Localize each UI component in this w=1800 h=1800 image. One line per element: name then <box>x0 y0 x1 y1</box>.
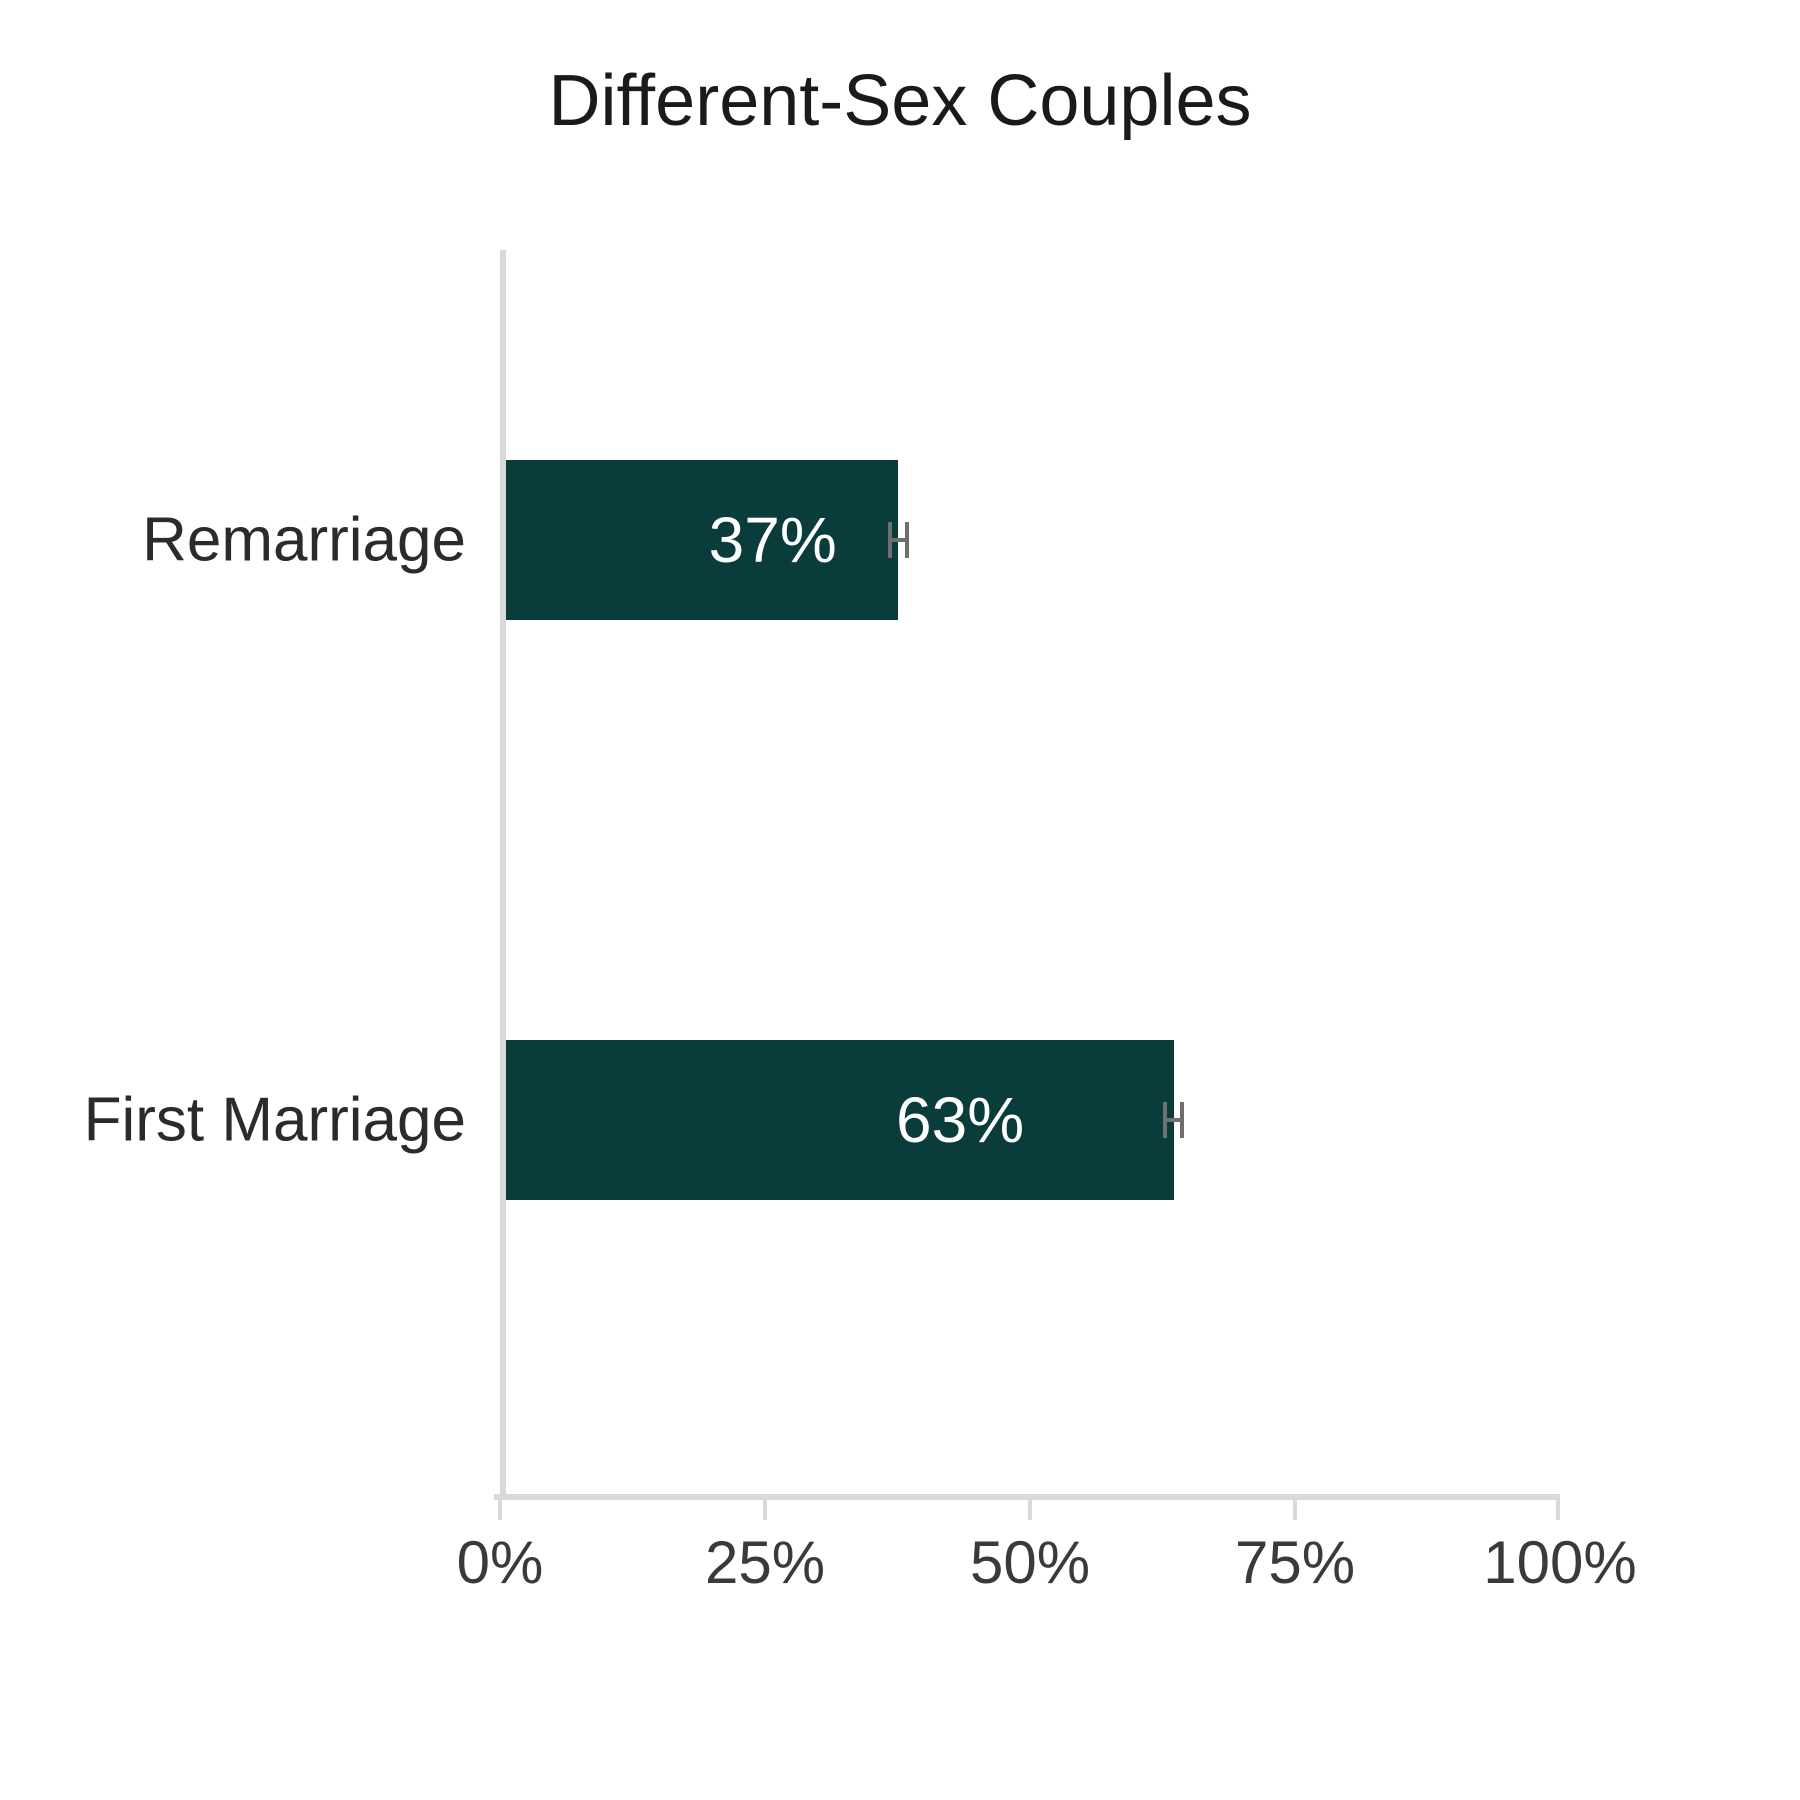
bar-remarriage: 37% <box>506 460 898 620</box>
chart-container: Different-Sex Couples 0% 25% 50% 75% 100… <box>0 0 1800 1800</box>
x-tick-2 <box>1028 1500 1032 1520</box>
category-label-first-marriage: First Marriage <box>84 1085 466 1156</box>
bar-value-first-marriage: 63% <box>896 1083 1024 1157</box>
chart-title: Different-Sex Couples <box>0 60 1800 142</box>
error-bar-cap-right <box>1180 1102 1184 1138</box>
error-bar-cap-left <box>1163 1102 1167 1138</box>
x-tick-0 <box>498 1500 502 1520</box>
x-tick-3 <box>1293 1500 1297 1520</box>
x-tick-label-0: 0% <box>457 1528 544 1597</box>
bar-row-remarriage: Remarriage 37% <box>506 460 1560 620</box>
x-tick-label-3: 75% <box>1235 1528 1355 1597</box>
bar-first-marriage: 63% <box>506 1040 1174 1200</box>
bar-value-remarriage: 37% <box>709 503 837 577</box>
error-bar-remarriage <box>888 522 909 558</box>
error-bar-cap-left <box>888 522 892 558</box>
x-tick-label-2: 50% <box>970 1528 1090 1597</box>
error-bar-cap-right <box>905 522 909 558</box>
plot-area: 0% 25% 50% 75% 100% Remarriage 37% First… <box>500 250 1560 1500</box>
x-tick-4 <box>1556 1500 1560 1520</box>
x-tick-label-4: 100% <box>1483 1528 1636 1597</box>
y-axis-line <box>500 250 506 1500</box>
x-tick-label-1: 25% <box>705 1528 825 1597</box>
x-tick-1 <box>763 1500 767 1520</box>
error-bar-first-marriage <box>1163 1102 1184 1138</box>
x-axis-line <box>494 1494 1560 1500</box>
category-label-remarriage: Remarriage <box>142 505 466 576</box>
bar-row-first-marriage: First Marriage 63% <box>506 1040 1560 1200</box>
